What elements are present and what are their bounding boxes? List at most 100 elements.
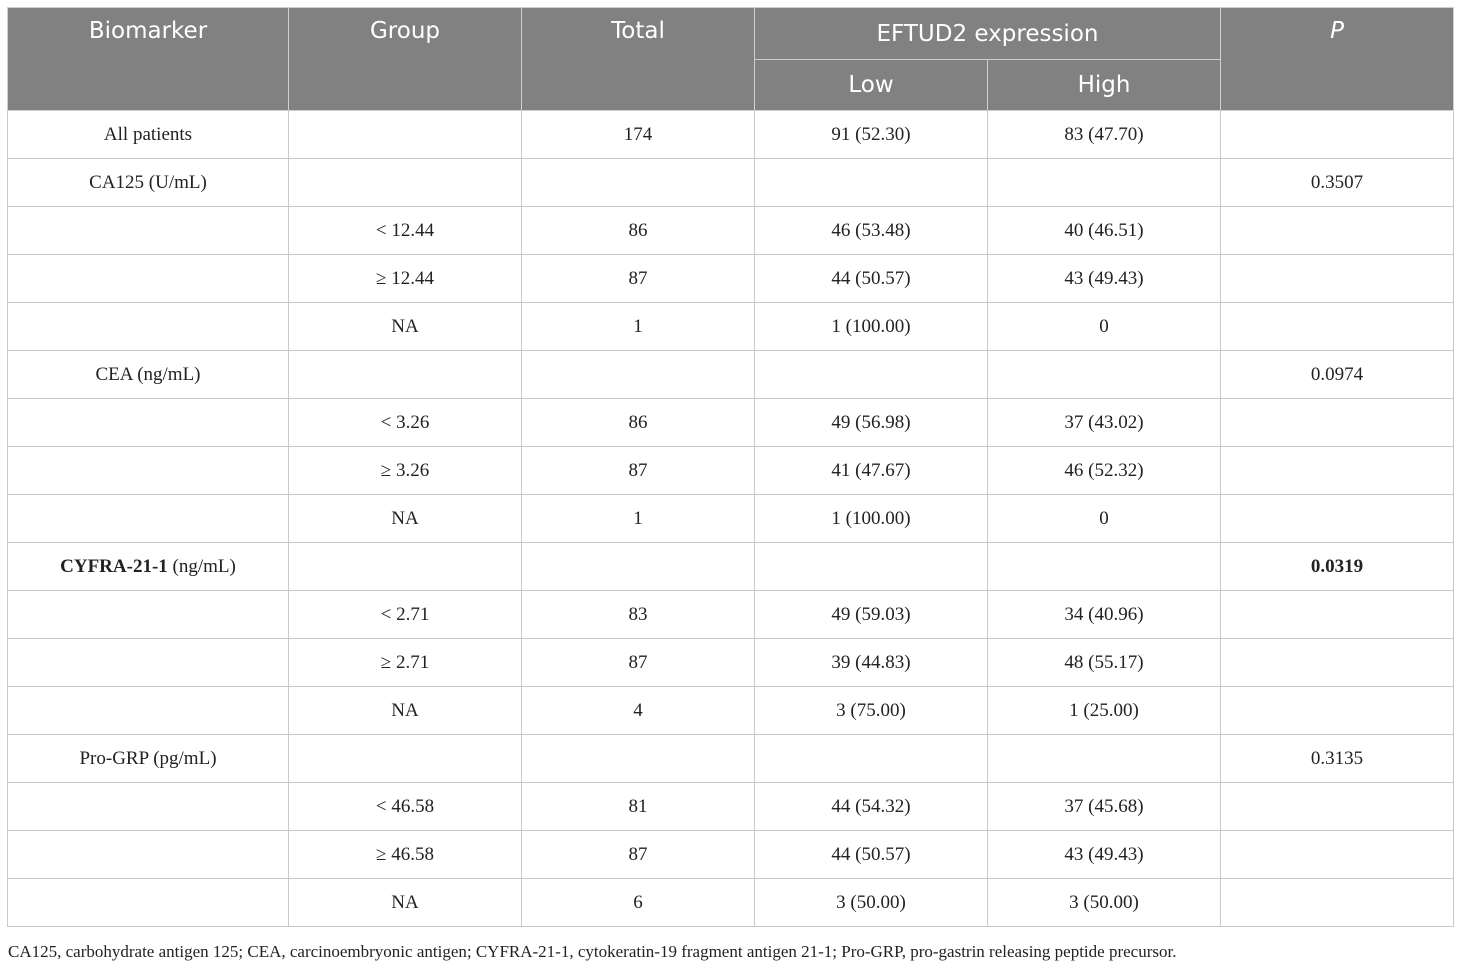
p-value-cell — [1220, 398, 1454, 447]
biomarker-name: CYFRA-21-1 — [60, 555, 168, 577]
table-row: NA 1 1 (100.00) 0 — [7, 494, 1454, 543]
p-value-cell: 0.3507 — [1220, 158, 1454, 207]
low-expression-cell: 1 (100.00) — [754, 494, 988, 543]
biomarker-cell — [7, 302, 289, 351]
header-total: Total — [521, 7, 755, 111]
group-cell — [288, 350, 522, 399]
table-row: ≥ 12.44 87 44 (50.57) 43 (49.43) — [7, 254, 1454, 303]
biomarker-cell — [7, 638, 289, 687]
total-cell — [521, 734, 755, 783]
high-expression-cell: 1 (25.00) — [987, 686, 1221, 735]
biomarker-name: Pro-GRP — [79, 747, 149, 769]
total-cell: 87 — [521, 254, 755, 303]
biomarker-cell — [7, 398, 289, 447]
biomarker-cell: All patients — [7, 110, 289, 159]
table-row: ≥ 3.26 87 41 (47.67) 46 (52.32) — [7, 446, 1454, 495]
high-expression-cell: 40 (46.51) — [987, 206, 1221, 255]
high-expression-cell: 0 — [987, 494, 1221, 543]
p-value-cell: 0.3135 — [1220, 734, 1454, 783]
total-cell — [521, 542, 755, 591]
biomarker-cell — [7, 686, 289, 735]
total-cell: 83 — [521, 590, 755, 639]
group-cell: < 12.44 — [288, 206, 522, 255]
p-value-cell — [1220, 878, 1454, 927]
low-expression-cell: 49 (59.03) — [754, 590, 988, 639]
biomarker-unit: (ng/mL) — [172, 555, 236, 577]
p-value-cell — [1220, 302, 1454, 351]
p-value-cell — [1220, 110, 1454, 159]
table-body: All patients 174 91 (52.30) 83 (47.70) CA125… — [7, 110, 1454, 927]
table-row: Pro-GRP (pg/mL) 0.3135 — [7, 734, 1454, 783]
biomarker-name: CA125 — [89, 171, 145, 193]
header-low: Low — [754, 59, 988, 111]
table-container: Biomarker Group Total EFTUD2 expression … — [7, 7, 1454, 927]
total-cell: 174 — [521, 110, 755, 159]
low-expression-cell — [754, 350, 988, 399]
group-cell: ≥ 12.44 — [288, 254, 522, 303]
header-high: High — [987, 59, 1221, 111]
biomarker-unit: (ng/mL) — [137, 363, 201, 385]
low-expression-cell: 39 (44.83) — [754, 638, 988, 687]
table-row: < 12.44 86 46 (53.48) 40 (46.51) — [7, 206, 1454, 255]
p-value-cell: 0.0319 — [1220, 542, 1454, 591]
group-cell — [288, 158, 522, 207]
total-cell: 87 — [521, 638, 755, 687]
table-row: < 2.71 83 49 (59.03) 34 (40.96) — [7, 590, 1454, 639]
low-expression-cell: 1 (100.00) — [754, 302, 988, 351]
header-eftud2-expression: EFTUD2 expression — [754, 7, 1221, 60]
p-value-cell — [1220, 494, 1454, 543]
biomarker-cell — [7, 878, 289, 927]
high-expression-cell — [987, 542, 1221, 591]
total-cell: 4 — [521, 686, 755, 735]
biomarker-cell: CEA (ng/mL) — [7, 350, 289, 399]
table-footnote: CA125, carbohydrate antigen 125; CEA, ca… — [8, 942, 1177, 961]
low-expression-cell: 46 (53.48) — [754, 206, 988, 255]
total-cell: 1 — [521, 302, 755, 351]
high-expression-cell: 3 (50.00) — [987, 878, 1221, 927]
high-expression-cell — [987, 734, 1221, 783]
low-expression-cell: 3 (75.00) — [754, 686, 988, 735]
total-cell — [521, 350, 755, 399]
total-cell — [521, 158, 755, 207]
p-value-cell — [1220, 782, 1454, 831]
high-expression-cell: 37 (43.02) — [987, 398, 1221, 447]
high-expression-cell — [987, 158, 1221, 207]
biomarker-table: Biomarker Group Total EFTUD2 expression … — [7, 7, 1454, 927]
high-expression-cell: 43 (49.43) — [987, 254, 1221, 303]
p-value-cell — [1220, 206, 1454, 255]
total-cell: 87 — [521, 446, 755, 495]
low-expression-cell — [754, 158, 988, 207]
group-cell — [288, 734, 522, 783]
total-cell: 86 — [521, 398, 755, 447]
p-value-cell — [1220, 830, 1454, 879]
high-expression-cell: 83 (47.70) — [987, 110, 1221, 159]
biomarker-cell: Pro-GRP (pg/mL) — [7, 734, 289, 783]
biomarker-cell — [7, 446, 289, 495]
p-value-cell — [1220, 254, 1454, 303]
total-cell: 86 — [521, 206, 755, 255]
table-header: Biomarker Group Total EFTUD2 expression … — [7, 7, 1454, 111]
high-expression-cell: 0 — [987, 302, 1221, 351]
group-cell: < 2.71 — [288, 590, 522, 639]
biomarker-cell: CA125 (U/mL) — [7, 158, 289, 207]
high-expression-cell: 37 (45.68) — [987, 782, 1221, 831]
p-value-cell — [1220, 638, 1454, 687]
table-row: CA125 (U/mL) 0.3507 — [7, 158, 1454, 207]
p-value-cell — [1220, 590, 1454, 639]
high-expression-cell — [987, 350, 1221, 399]
biomarker-cell — [7, 206, 289, 255]
low-expression-cell: 44 (54.32) — [754, 782, 988, 831]
low-expression-cell: 91 (52.30) — [754, 110, 988, 159]
group-cell: NA — [288, 878, 522, 927]
biomarker-cell — [7, 782, 289, 831]
header-biomarker: Biomarker — [7, 7, 289, 111]
p-value-cell: 0.0974 — [1220, 350, 1454, 399]
low-expression-cell: 3 (50.00) — [754, 878, 988, 927]
table-row: ≥ 46.58 87 44 (50.57) 43 (49.43) — [7, 830, 1454, 879]
high-expression-cell: 34 (40.96) — [987, 590, 1221, 639]
biomarker-cell — [7, 830, 289, 879]
table-row: NA 4 3 (75.00) 1 (25.00) — [7, 686, 1454, 735]
group-cell: NA — [288, 494, 522, 543]
biomarker-cell: CYFRA-21-1 (ng/mL) — [7, 542, 289, 591]
table-row: ≥ 2.71 87 39 (44.83) 48 (55.17) — [7, 638, 1454, 687]
